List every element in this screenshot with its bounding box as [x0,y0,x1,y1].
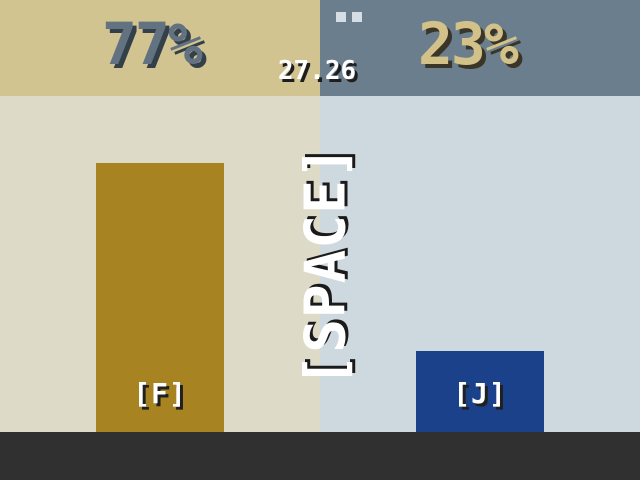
space-key-hint: [SPACE] [293,144,359,388]
right-percentage: 23% [418,10,519,78]
left-vote-bar[interactable]: [F] [96,163,224,432]
right-vote-bar[interactable]: [J] [416,351,544,432]
left-score-band: 77% [0,0,320,96]
right-side-panel: 23% [J] [320,0,640,432]
countdown-timer: 27.26 [277,56,357,86]
bottom-bar [0,432,640,480]
left-percentage: 77% [102,10,203,78]
right-key-label: [J] [453,377,507,410]
right-score-band: 23% [320,0,640,96]
left-side-panel: 77% [F] [0,0,320,432]
left-key-label: [F] [133,377,187,410]
life-square [352,12,362,22]
life-square [336,12,346,22]
